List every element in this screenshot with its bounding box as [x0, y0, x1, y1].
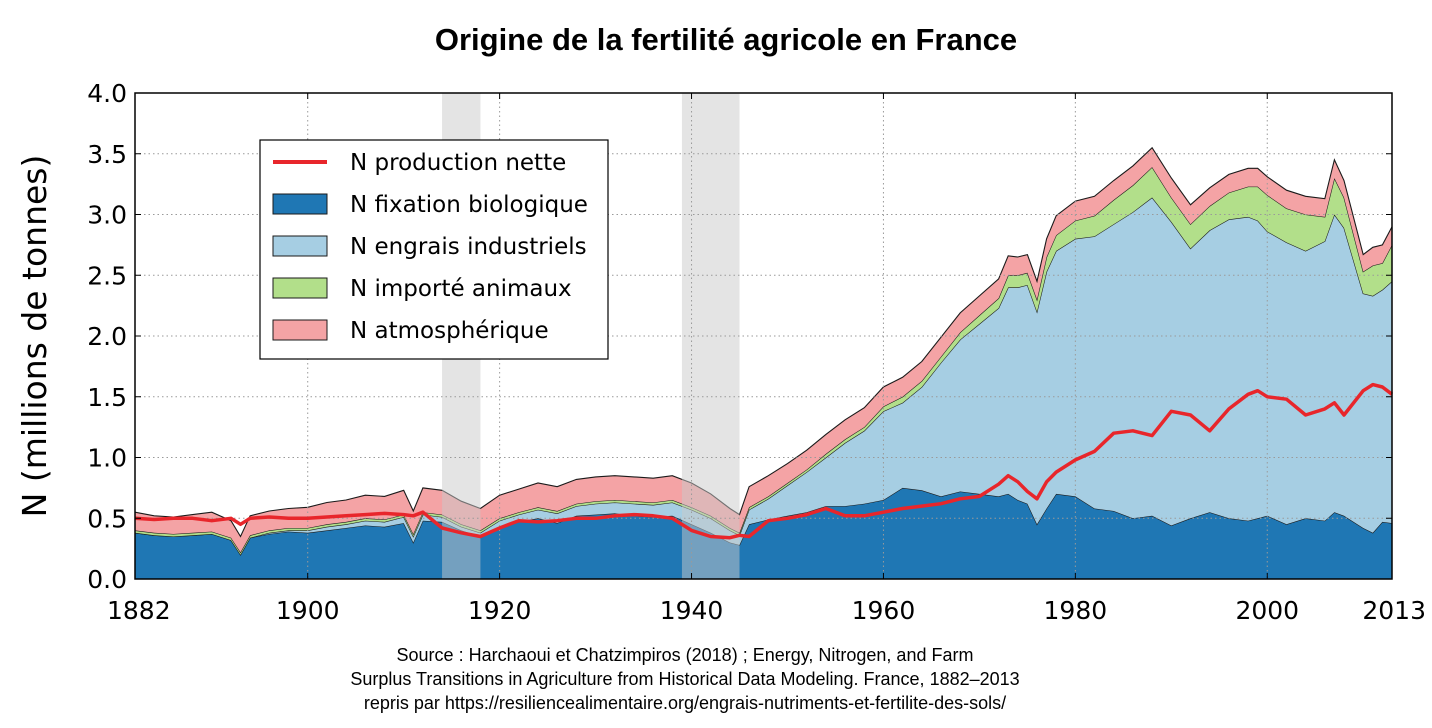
y-tick-label: 3.5	[87, 140, 127, 169]
legend-swatch-4	[272, 319, 328, 341]
y-tick-label: 2.5	[87, 261, 127, 290]
y-tick-label: 0.5	[87, 504, 127, 533]
y-tick-label: 1.0	[87, 444, 127, 473]
chart-title: Origine de la fertilité agricole en Fran…	[434, 22, 1018, 57]
legend: N production nette N fixation biologique N…	[259, 139, 609, 360]
area-3	[135, 167, 1392, 555]
area-4	[135, 147, 1392, 553]
net-production-line	[134, 382, 1394, 540]
area-outline-4	[134, 146, 1393, 538]
x-tick-label: 2000	[1235, 596, 1299, 625]
source-note: Source : Harchaoui et Chatzimpiros (2018…	[0, 643, 1370, 715]
y-axis-ticks: 0.0 0.5 1.0 1.5 2.0 2.5 3.0 3.5 4.0	[87, 79, 1392, 594]
legend-swatch-2	[272, 235, 328, 257]
source-line-3: repris par https://resiliencealimentaire…	[363, 693, 1007, 713]
x-tick-label: 1900	[276, 596, 340, 625]
source-line-1: Source : Harchaoui et Chatzimpiros (2018…	[396, 645, 974, 665]
legend-label-1: N fixation biologique	[350, 192, 588, 218]
x-tick-label: 1980	[1044, 596, 1108, 625]
legend-label-3: N importé animaux	[350, 276, 572, 302]
legend-label-0: N production nette	[350, 150, 566, 176]
net-production-line-group	[134, 382, 1394, 540]
legend-label-4: N atmosphérique	[350, 318, 549, 344]
x-tick-label: 1920	[468, 596, 532, 625]
y-tick-label: 2.0	[87, 322, 127, 351]
y-axis-label: N (millions de tonnes)	[15, 155, 54, 518]
x-tick-label: 1882	[107, 596, 171, 625]
x-tick-label: 1960	[852, 596, 916, 625]
x-tick-label: 2013	[1362, 596, 1426, 625]
y-tick-label: 4.0	[87, 79, 127, 108]
legend-swatch-1	[272, 193, 328, 215]
x-axis-ticks: 1882 1900 1920 1940 1960 1980 2000 2013	[107, 93, 1426, 625]
y-tick-label: 3.0	[87, 201, 127, 230]
area-2	[135, 197, 1392, 555]
y-tick-label: 0.0	[87, 565, 127, 594]
shaded-period-2	[681, 93, 740, 579]
legend-swatch-3	[272, 277, 328, 299]
y-tick-label: 1.5	[87, 383, 127, 412]
x-tick-label: 1940	[660, 596, 724, 625]
legend-label-2: N engrais industriels	[350, 234, 587, 260]
source-line-2: Surplus Transitions in Agriculture from …	[350, 669, 1020, 689]
